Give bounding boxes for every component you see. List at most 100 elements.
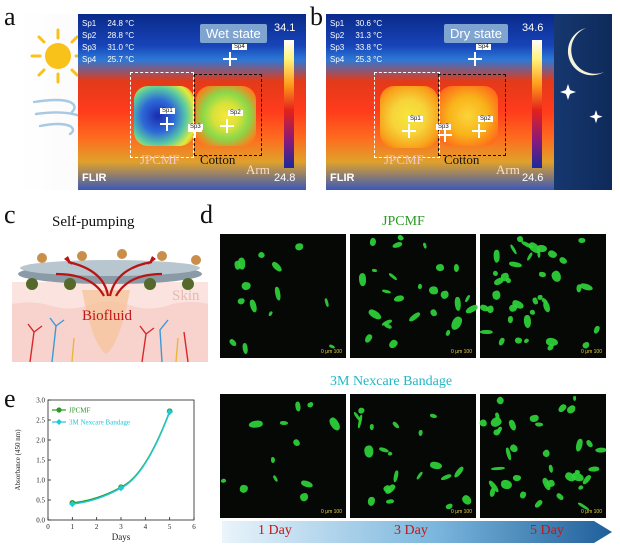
chart-series — [69, 408, 173, 508]
cell-mark — [358, 272, 367, 287]
y-tick-label: 3.0 — [36, 397, 45, 405]
panel-label-a: a — [4, 2, 16, 31]
arm-label: Arm — [496, 162, 520, 177]
cell-mark — [306, 401, 314, 408]
spot-tag-sp2: Sp2 — [228, 110, 243, 116]
spot-tag-sp1: Sp1 — [160, 108, 175, 114]
cell-mark — [300, 479, 314, 489]
cell-mark — [391, 420, 400, 429]
chart-axes: 0 1 2 3 4 5 6 0.0 0.5 1.0 1.5 2.0 2.5 3.0 Days Absorban… — [14, 397, 196, 543]
micro-scale-label: 0 μm 100 — [581, 349, 602, 355]
x-tick-label: 1 — [71, 523, 75, 531]
cell-mark — [257, 250, 266, 260]
spot-marker-sp2 — [472, 124, 486, 138]
cell-mark — [576, 284, 582, 294]
x-tick-label: 4 — [144, 523, 148, 531]
micro-scale-label: 0 μm 100 — [451, 349, 472, 355]
readout-list: Sp1 24.8 °C Sp2 28.8 °C Sp3 31.0 °C Sp4 … — [82, 18, 134, 66]
thermal-image-dry: Sp1 Sp2 Sp3 Sp4 Sp1 30.6 °C Sp2 31.3 °C … — [326, 14, 554, 190]
readout-spot: Sp2 — [330, 31, 345, 40]
cell-mark — [267, 310, 273, 317]
spot-marker-sp4 — [223, 52, 237, 66]
y-axis-label: Absorbance (450 nm) — [14, 429, 22, 491]
cell-mark — [385, 498, 395, 505]
cell-mark — [435, 263, 444, 273]
panel-b: Sp1 Sp2 Sp3 Sp4 Sp1 30.6 °C Sp2 31.3 °C … — [326, 14, 612, 190]
cell-mark — [220, 478, 227, 484]
biofluid-label: Biofluid — [82, 308, 133, 324]
x-tick-label: 5 — [168, 523, 172, 531]
cell-mark — [492, 249, 500, 263]
nexcare-title: 3M Nexcare Bandage — [330, 374, 453, 389]
panel-label-c: c — [4, 200, 16, 229]
readout-list: Sp1 30.6 °C Sp2 31.3 °C Sp3 33.8 °C Sp4 … — [330, 18, 382, 66]
cell-mark — [422, 242, 428, 249]
cell-mark — [382, 288, 392, 294]
y-tick-label: 2.0 — [36, 437, 45, 445]
readout-value: 31.3 °C — [355, 31, 383, 40]
cell-mark — [363, 445, 375, 459]
micrograph-tile: 0 μm 100 — [220, 234, 346, 358]
micrograph-tile: 0 μm 100 — [479, 394, 607, 518]
readout-value: 33.8 °C — [355, 43, 383, 52]
y-tick-label: 0.5 — [36, 497, 45, 505]
cell-mark — [509, 243, 519, 255]
spot-tag-sp2: Sp2 — [478, 116, 493, 122]
cell-mark — [593, 324, 601, 334]
cell-mark — [577, 484, 584, 492]
readout-spot: Sp1 — [330, 19, 345, 28]
spot-marker-sp2 — [220, 119, 234, 133]
arm-label: Arm — [246, 162, 270, 177]
cell-mark — [417, 283, 423, 290]
cell-mark — [535, 422, 544, 428]
cell-mark — [327, 416, 342, 432]
readout-value: 28.8 °C — [107, 31, 135, 40]
readout-value: 24.8 °C — [107, 19, 135, 28]
cell-mark — [392, 470, 399, 483]
cell-mark — [491, 465, 505, 471]
x-tick-label: 3 — [119, 523, 123, 531]
cell-mark — [249, 298, 259, 313]
cell-mark — [505, 278, 512, 285]
cell-mark — [248, 420, 264, 430]
readout-spot: Sp4 — [330, 55, 345, 64]
cell-mark — [237, 298, 246, 305]
cell-mark — [419, 430, 424, 436]
cell-mark — [587, 466, 600, 472]
cell-mark — [387, 450, 393, 457]
spot-tag-sp4: Sp4 — [232, 44, 247, 50]
cell-mark — [238, 483, 249, 494]
cell-mark — [523, 338, 530, 345]
cell-mark — [577, 237, 586, 244]
micro-scale-label: 0 μm 100 — [321, 349, 342, 355]
cell-mark — [579, 282, 594, 292]
cell-mark — [416, 471, 424, 481]
cell-mark — [545, 337, 559, 346]
cell-mark — [507, 419, 518, 432]
cell-mark — [547, 249, 559, 260]
data-point — [117, 484, 125, 492]
cell-mark — [526, 251, 534, 262]
readout-value: 30.6 °C — [355, 19, 383, 28]
readout-spot: Sp2 — [82, 31, 97, 40]
cell-mark — [498, 336, 506, 346]
micrograph-tile: 0 μm 100 — [479, 234, 606, 358]
cell-mark — [228, 337, 238, 347]
panel-label-b: b — [310, 2, 323, 31]
cell-mark — [383, 322, 393, 330]
cell-mark — [549, 269, 563, 284]
cell-mark — [387, 272, 398, 281]
x-tick-label: 6 — [192, 523, 196, 531]
legend-label: JPCMF — [69, 407, 91, 415]
cell-mark — [536, 244, 547, 252]
cell-mark — [328, 343, 336, 349]
spot-marker-sp4 — [468, 52, 482, 66]
micro-scale-label: 0 μm 100 — [581, 509, 602, 515]
cell-mark — [492, 270, 500, 278]
readout-value: 25.7 °C — [107, 55, 135, 64]
micro-scale-label: 0 μm 100 — [451, 509, 472, 515]
cell-mark — [445, 329, 452, 337]
cell-mark — [453, 263, 460, 273]
cell-mark — [441, 473, 453, 482]
spot-marker-sp1 — [160, 117, 174, 131]
